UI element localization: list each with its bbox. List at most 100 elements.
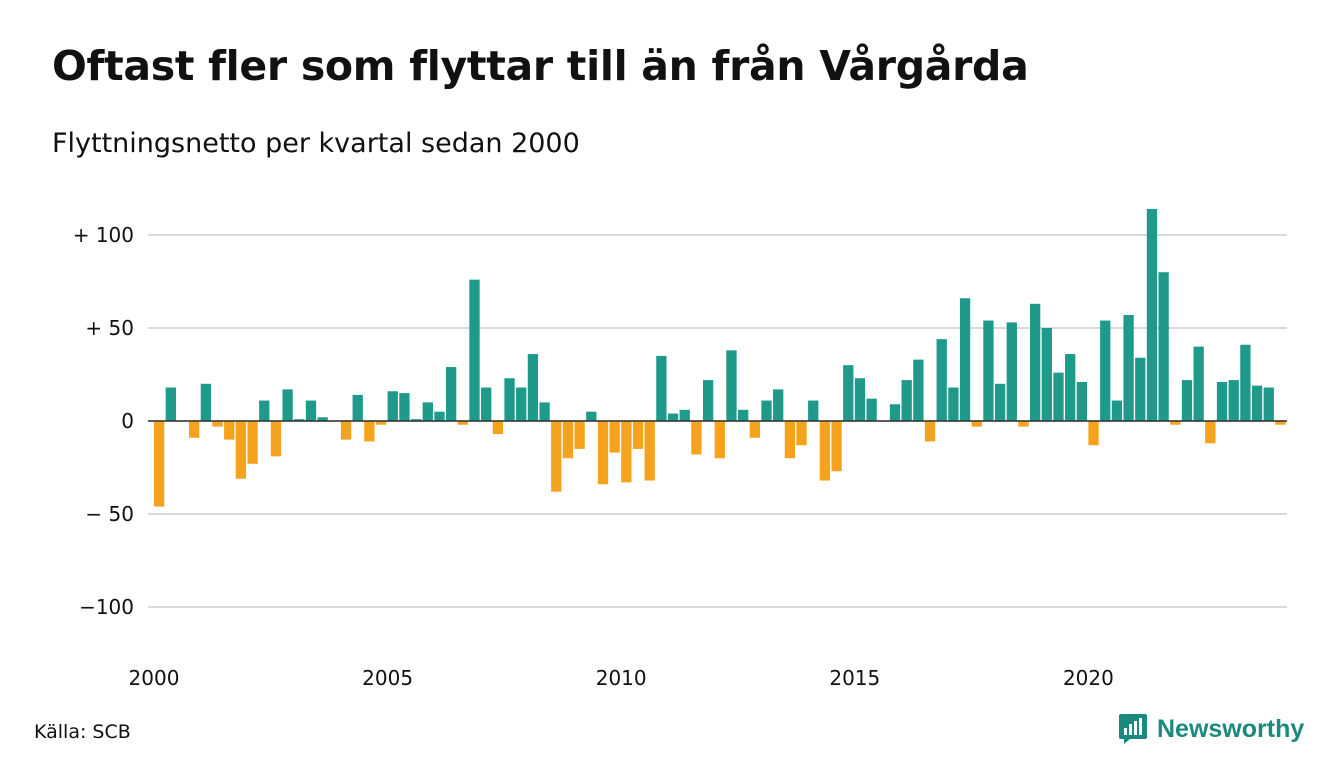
bar-quarter-34 (539, 402, 550, 421)
bar-quarter-93 (1228, 380, 1239, 421)
bar-quarter-76 (1030, 303, 1041, 421)
bar-quarter-96 (1263, 387, 1274, 421)
x-tick-label: 2005 (362, 666, 413, 690)
page-subtitle: Flyttningsnetto per kvartal sedan 2000 (52, 128, 580, 159)
bar-quarter-19 (364, 421, 375, 442)
bar-quarter-53 (761, 400, 772, 421)
newsworthy-logo-icon (1119, 714, 1147, 744)
bar-quarter-73 (994, 383, 1006, 421)
bar-quarter-62 (866, 398, 877, 421)
bar-quarter-18 (352, 394, 363, 421)
bar-quarter-39 (597, 421, 609, 485)
bar-quarter-51 (738, 409, 749, 421)
bar-quarter-54 (773, 389, 784, 421)
bar-quarter-80 (1076, 381, 1088, 421)
y-tick-label: −100 (79, 595, 134, 619)
bar-quarter-81 (1088, 421, 1099, 446)
bar-quarter-49 (714, 421, 725, 459)
bar-quarter-32 (516, 387, 527, 421)
bar-quarter-21 (387, 391, 398, 421)
bar-quarter-61 (854, 378, 866, 421)
bar-quarter-85 (1135, 357, 1146, 421)
bar-quarter-43 (644, 421, 655, 481)
bar-quarter-15 (317, 417, 328, 421)
bar-quarter-90 (1193, 346, 1204, 421)
bar-quarter-35 (551, 421, 562, 492)
bar-quarter-68 (936, 339, 947, 421)
bar-quarter-14 (305, 400, 317, 421)
bar-quarter-69 (948, 387, 959, 421)
y-tick-label: − 50 (85, 502, 134, 526)
bar-quarter-38 (586, 411, 597, 421)
bar-quarter-91 (1205, 421, 1216, 444)
bar-quarter-72 (983, 320, 994, 421)
bar-quarter-71 (971, 421, 982, 427)
bar-quarter-88 (1170, 421, 1181, 425)
bar-quarter-78 (1053, 372, 1064, 421)
bar-quarter-52 (749, 421, 760, 438)
bar-quarter-22 (399, 393, 410, 421)
bar-quarter-4 (189, 421, 200, 438)
bar-quarter-5 (200, 383, 212, 421)
y-tick-label: + 50 (85, 316, 134, 340)
bar-quarter-27 (457, 421, 468, 425)
bar-quarter-17 (340, 421, 352, 440)
bar-quarter-20 (375, 421, 387, 425)
bar-quarter-1 (154, 421, 165, 507)
x-tick-label: 2010 (596, 666, 647, 690)
bar-quarter-82 (1100, 320, 1111, 421)
bar-quarter-48 (702, 380, 714, 421)
bar-quarter-45 (667, 413, 679, 421)
bar-quarter-58 (819, 421, 831, 481)
bar-quarter-95 (1251, 385, 1263, 421)
bar-quarter-28 (469, 279, 480, 421)
bar-quarter-64 (889, 404, 901, 421)
bar-quarter-46 (679, 409, 690, 421)
brand-name: Newsworthy (1157, 714, 1305, 743)
bar-quarter-24 (422, 402, 433, 421)
bar-quarter-25 (434, 411, 445, 421)
x-tick-label: 2000 (129, 666, 180, 690)
bar-quarter-6 (212, 421, 223, 427)
bar-quarter-29 (481, 387, 492, 421)
bar-quarter-79 (1065, 354, 1076, 421)
bar-quarter-59 (831, 421, 842, 472)
y-tick-label: + 100 (73, 223, 134, 247)
x-tick-label: 2020 (1063, 666, 1114, 690)
bar-quarter-10 (259, 400, 270, 421)
source-note: Källa: SCB (34, 721, 131, 743)
bar-quarter-57 (808, 400, 819, 421)
bar-quarter-13 (294, 419, 305, 421)
bar-quarter-97 (1275, 421, 1286, 425)
bar-quarter-42 (632, 421, 644, 449)
bar-quarter-87 (1158, 272, 1169, 421)
x-tick-label: 2015 (829, 666, 880, 690)
y-tick-label: 0 (121, 409, 134, 433)
bar-quarter-40 (609, 421, 620, 453)
bar-quarter-44 (656, 355, 667, 421)
bar-quarter-55 (784, 421, 796, 459)
bar-quarter-70 (959, 298, 971, 421)
bar-quarter-8 (235, 421, 247, 479)
page-title: Oftast fler som flyttar till än från Vår… (52, 42, 1029, 90)
bar-quarter-36 (562, 421, 574, 459)
bar-quarter-23 (410, 419, 422, 421)
bar-quarter-83 (1111, 400, 1123, 421)
bar-quarter-33 (527, 354, 539, 421)
bar-quarter-84 (1123, 314, 1134, 421)
y-axis-labels: + 100 + 50 0 − 50 −100 (73, 223, 134, 619)
bar-quarter-2 (165, 387, 176, 421)
bar-quarter-56 (796, 421, 807, 446)
bars (148, 208, 1287, 507)
bar-quarter-67 (924, 421, 936, 442)
bar-quarter-65 (901, 380, 912, 421)
bar-quarter-7 (224, 421, 235, 440)
bar-quarter-37 (574, 421, 585, 449)
bar-quarter-9 (247, 421, 258, 464)
bar-quarter-74 (1006, 322, 1017, 421)
bar-quarter-94 (1240, 344, 1251, 421)
brand-logo: Newsworthy (1118, 713, 1304, 745)
bar-quarter-31 (504, 378, 515, 421)
bar-quarter-86 (1146, 208, 1158, 421)
bar-quarter-50 (726, 350, 737, 421)
